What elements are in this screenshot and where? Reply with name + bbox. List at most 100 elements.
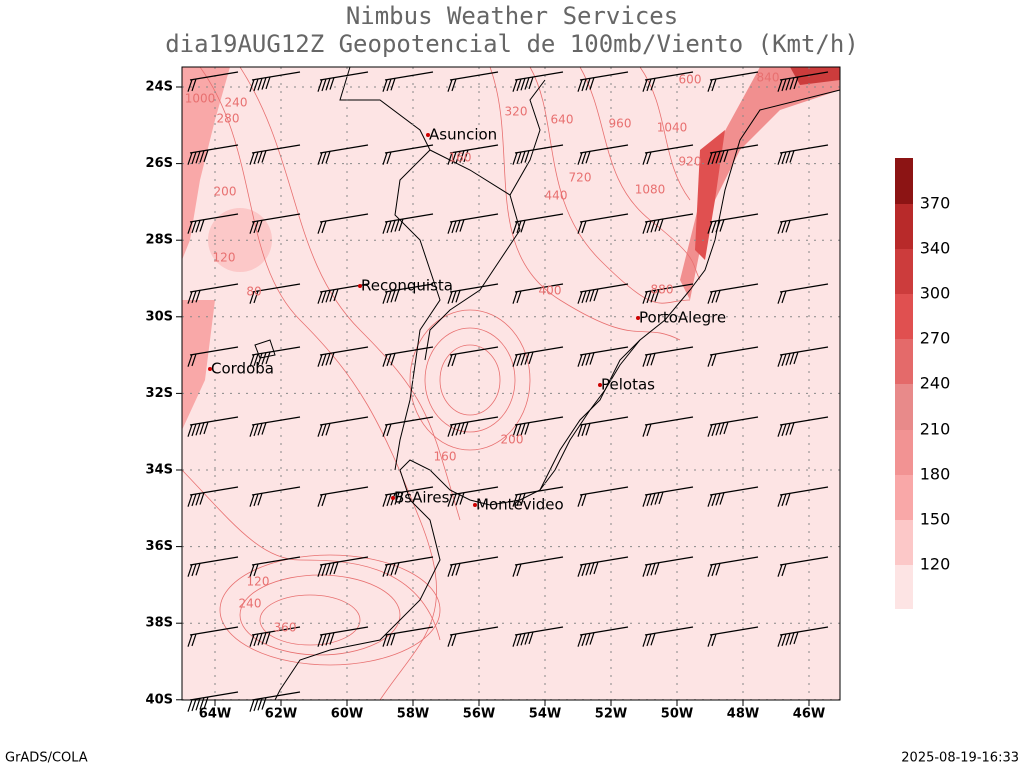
wind-barb (707, 283, 759, 304)
barb-feather (711, 290, 717, 304)
wind-barb (512, 283, 564, 304)
barb-feather (777, 354, 783, 367)
barb-feather (321, 633, 327, 647)
wind-barb (577, 144, 629, 165)
wind-barb (707, 144, 759, 165)
barb-feather (581, 493, 587, 507)
barb-feather (187, 424, 193, 437)
barb-feather (524, 352, 530, 365)
wind-barb (249, 556, 301, 577)
barb-feather (711, 353, 717, 367)
barb-feather (707, 79, 713, 92)
wind-barb (577, 416, 629, 437)
wind-barb (777, 626, 829, 647)
colorbar-label: 180 (920, 465, 951, 484)
barb-feather (785, 633, 791, 646)
barb-feather (386, 563, 392, 577)
barb-feather (317, 221, 323, 234)
wind-barb (577, 556, 629, 577)
contour-label: 960 (609, 117, 632, 131)
barb-feather (650, 290, 656, 303)
barb-feather (646, 563, 652, 577)
barb-feather (589, 632, 595, 645)
shading (182, 67, 840, 430)
wind-barb (187, 346, 239, 367)
barb-feather (191, 563, 197, 577)
lon-label: 50W (661, 707, 693, 722)
barb-feather (249, 494, 255, 507)
barb-feather (781, 78, 787, 92)
barb-feather (581, 563, 587, 577)
barb-feather (654, 289, 660, 302)
barb-feather (261, 150, 267, 163)
barb-feather (321, 151, 327, 165)
barb-feather (520, 78, 526, 91)
barb-feather (777, 564, 783, 577)
barb-shaft (514, 416, 564, 426)
wind-barb (777, 213, 829, 234)
barb-feather (715, 151, 721, 164)
barb-feather (524, 422, 530, 435)
barb-shaft (579, 486, 629, 496)
wind-barb (249, 283, 301, 304)
barb-feather (191, 493, 197, 507)
contour-label: 840 (757, 71, 780, 85)
barb-shaft (709, 144, 759, 154)
barb-feather (382, 634, 388, 647)
barb-feather (455, 423, 461, 436)
barb-shaft (779, 486, 829, 496)
barb-feather (719, 219, 725, 232)
contour-label: 160 (434, 450, 457, 464)
barb-feather (199, 422, 205, 435)
barb-shaft (514, 556, 564, 566)
barb-feather (386, 151, 392, 165)
barb-feather (447, 634, 453, 647)
wind-barb (447, 416, 499, 437)
contour-label: 120 (247, 575, 270, 589)
barb-feather (390, 290, 396, 303)
barb-feather (781, 633, 787, 647)
city-label: PortoAlegre (639, 309, 726, 327)
barb-feather (253, 493, 259, 507)
barb-feather (249, 699, 255, 712)
barb-feather (581, 290, 587, 304)
barb-feather (191, 151, 197, 165)
barb-feather (455, 220, 461, 233)
colorbar-label: 150 (920, 510, 951, 529)
barb-feather (711, 493, 717, 507)
barb-feather (195, 493, 201, 506)
barb-feather (512, 424, 518, 437)
barb-feather (777, 634, 783, 647)
barb-feather (257, 151, 263, 164)
barb-feather (394, 219, 400, 232)
barb-shaft (449, 283, 499, 293)
barb-shaft (644, 556, 694, 566)
colorbar-box (895, 339, 913, 384)
barb-feather (642, 152, 648, 165)
barb-feather (585, 290, 591, 303)
contour-label: 240 (239, 597, 262, 611)
barb-feather (793, 76, 799, 90)
barb-feather (329, 562, 335, 575)
barb-feather (785, 423, 791, 436)
barb-feather (317, 354, 323, 367)
barb-feather (585, 151, 591, 164)
barb-feather (516, 423, 522, 437)
barb-feather (793, 351, 799, 365)
barb-feather (785, 493, 791, 506)
barb-feather (585, 353, 591, 366)
barb-feather (781, 353, 787, 367)
barb-feather (451, 633, 457, 647)
barb-feather (257, 633, 263, 646)
colorbar-box (895, 158, 913, 204)
barb-shaft (644, 144, 694, 154)
barb-feather (325, 633, 331, 646)
barb-feather (191, 353, 197, 367)
colorbar-box (895, 384, 913, 430)
barb-feather (524, 77, 530, 90)
barb-shaft (319, 626, 369, 636)
barb-shaft (579, 416, 629, 426)
barb-feather (516, 290, 522, 304)
barb-feather (195, 423, 201, 436)
lon-label: 46W (793, 707, 825, 722)
